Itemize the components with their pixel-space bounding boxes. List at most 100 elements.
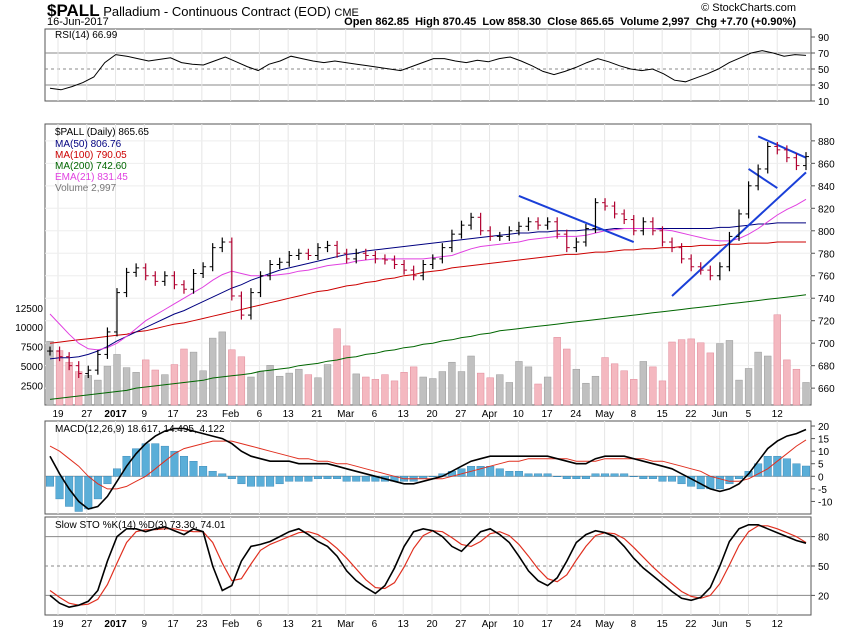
volume-bar [304, 374, 313, 406]
price-x-tick-label: 6 [372, 409, 378, 420]
price-bar [554, 217, 561, 239]
macd-histogram-bar [514, 471, 523, 477]
price-x-tick-label: 13 [398, 409, 410, 420]
price-bar [66, 352, 73, 371]
price-bar [678, 243, 685, 264]
price-bar [649, 217, 656, 236]
sto-x-tick-label: 12 [772, 619, 784, 630]
volume-bar [256, 371, 265, 406]
volume-bar [773, 314, 781, 406]
sto-tick-label: 50 [818, 562, 830, 573]
volume-bar [161, 374, 169, 406]
price-x-tick-label: 17 [168, 409, 180, 420]
ohlc-summary: Open 862.85 High 870.45 Low 858.30 Close… [344, 16, 796, 28]
sto-x-tick-label: 13 [398, 619, 410, 630]
sto-tick-label: 80 [818, 533, 830, 544]
price-x-tick-label: Mar [337, 409, 355, 420]
volume-bar [792, 368, 801, 406]
macd-histogram-bar [313, 476, 322, 480]
rsi-tick-label: 70 [818, 49, 830, 60]
volume-bar [754, 351, 762, 406]
sto-x-tick-label: Mar [337, 619, 355, 630]
price-x-tick-label: 10 [513, 409, 525, 420]
macd-histogram-bar [572, 476, 581, 480]
sto-x-tick-label: 9 [142, 619, 148, 630]
macd-panel [44, 420, 812, 515]
macd-histogram-bar [782, 458, 791, 477]
sto-x-tick-label: 17 [168, 619, 180, 630]
volume-bar [543, 376, 552, 406]
volume-bar [668, 341, 676, 406]
macd-histogram-bar [361, 476, 370, 482]
price-bar [372, 251, 379, 264]
price-panel [44, 123, 812, 406]
price-bar [85, 365, 92, 379]
price-bar [515, 221, 522, 236]
price-bar [75, 361, 82, 379]
price-bar [726, 231, 733, 272]
volume-bar [94, 379, 102, 406]
macd-histogram-bar [179, 455, 188, 477]
price-bar [314, 243, 321, 261]
price-bar [525, 217, 532, 231]
volume-bar [333, 328, 341, 406]
volume-bar [515, 361, 523, 406]
price-bar [640, 217, 647, 236]
price-bar [697, 262, 704, 275]
volume-bar [323, 364, 332, 406]
volume-bar [725, 340, 734, 406]
sto-x-tick-label: Feb [222, 619, 240, 630]
volume-bar [46, 340, 54, 406]
macd-histogram-bar [333, 476, 342, 480]
low-value: 858.30 [507, 16, 542, 28]
price-bar [238, 291, 245, 320]
macd-histogram-bar [93, 476, 102, 500]
macd-histogram-bar [84, 476, 93, 510]
volume-bar [610, 363, 619, 406]
volume-bar [103, 365, 112, 406]
volume-bar [649, 366, 657, 406]
price-tick-label: 840 [818, 182, 835, 193]
macd-histogram-bar [773, 455, 782, 477]
price-bar [161, 271, 168, 286]
sto-x-tick-label: 21 [311, 619, 323, 630]
volume-tick-label: 7500 [21, 343, 44, 354]
volume-bar [419, 376, 427, 406]
sto-d-line [49, 525, 807, 606]
macd-histogram-bar [562, 476, 571, 480]
macd-tick-label: 15 [818, 435, 830, 446]
price-x-tick-label: 17 [542, 409, 554, 420]
price-bar [630, 215, 637, 236]
price-bar [190, 268, 197, 294]
price-bar [764, 141, 771, 174]
price-bar [573, 237, 580, 253]
macd-histogram-bar [189, 461, 198, 477]
macd-histogram-bar [629, 476, 638, 477]
macd-tick-label: 20 [818, 422, 830, 433]
volume-bar [199, 370, 207, 406]
macd-histogram-bar [275, 476, 284, 485]
price-bar [353, 248, 360, 264]
volume-tick-label: 2500 [21, 382, 44, 393]
price-bar [401, 260, 408, 275]
volume-bar [285, 372, 293, 406]
macd-histogram-bar [802, 465, 810, 477]
price-x-tick-label: Feb [222, 409, 240, 420]
price-x-tick-label: 19 [52, 409, 64, 420]
price-x-tick-label: 12 [772, 409, 784, 420]
price-x-tick-label: 22 [685, 409, 697, 420]
volume-bar [122, 367, 131, 406]
macd-signal-line [49, 439, 807, 490]
price-bar [267, 260, 274, 281]
price-bar [420, 260, 427, 281]
price-bar [362, 248, 369, 261]
sto-x-tick-label: Jun [712, 619, 728, 630]
price-tick-label: 880 [818, 137, 835, 148]
macd-histogram-bar [495, 468, 504, 477]
volume-tick-label: 10000 [15, 323, 43, 334]
sto-x-tick-label: 10 [513, 619, 525, 630]
volume-bar [553, 337, 561, 406]
volume-bar [295, 368, 303, 406]
price-bar [429, 254, 436, 269]
sto-x-tick-label: 19 [52, 619, 64, 630]
